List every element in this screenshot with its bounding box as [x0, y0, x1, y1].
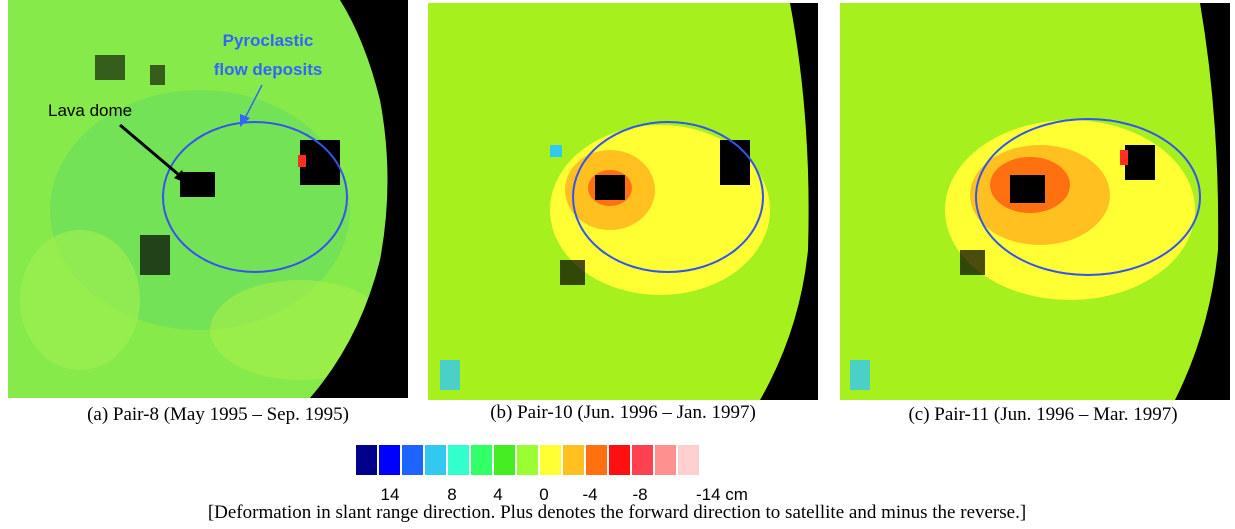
- arrow: [119, 123, 186, 182]
- colorbar-label: 14: [381, 485, 400, 504]
- colorbar: 14 8 4 0 -4 -8 -14 cm: [356, 445, 748, 504]
- caption: (c) Pair-11 (Jun. 1996 – Mar. 1997): [908, 404, 1177, 425]
- color-swatch: [356, 445, 377, 475]
- footnote: [Deformation in slant range direction. P…: [208, 502, 1026, 523]
- colorbar-label: 4: [493, 485, 502, 504]
- panel-a-map: [8, 0, 408, 398]
- color-swatch: [517, 445, 538, 475]
- color-swatch: [678, 445, 699, 475]
- color-swatch: [402, 445, 423, 475]
- color-swatch: [655, 445, 676, 475]
- arrowhead: [240, 114, 250, 127]
- annotation: Pyroclastic: [223, 31, 314, 50]
- color-swatch: [494, 445, 515, 475]
- ellipse: [975, 118, 1201, 276]
- arrowhead: [174, 170, 188, 184]
- panel-b-map: [428, 3, 818, 400]
- color-swatch: [425, 445, 446, 475]
- ellipse: [572, 121, 764, 273]
- colorbar-label: -4: [582, 485, 597, 504]
- color-swatch: [448, 445, 469, 475]
- caption: (b) Pair-10 (Jun. 1996 – Jan. 1997): [490, 402, 756, 423]
- color-swatch: [379, 445, 400, 475]
- colorbar-label: -14 cm: [696, 485, 748, 504]
- color-swatch: [563, 445, 584, 475]
- color-swatch: [586, 445, 607, 475]
- colorbar-label: 0: [539, 485, 548, 504]
- colorbar-label: 8: [447, 485, 456, 504]
- color-swatch: [540, 445, 561, 475]
- caption: (a) Pair-8 (May 1995 – Sep. 1995): [87, 404, 349, 425]
- color-swatch: [471, 445, 492, 475]
- arrow: [243, 84, 263, 121]
- color-swatch: [609, 445, 630, 475]
- panel-c-map: [840, 3, 1230, 400]
- color-swatch: [632, 445, 653, 475]
- colorbar-label: -8: [632, 485, 647, 504]
- ellipse: [162, 121, 348, 273]
- annotation: Lava dome: [48, 101, 132, 120]
- annotation: flow deposits: [214, 60, 323, 79]
